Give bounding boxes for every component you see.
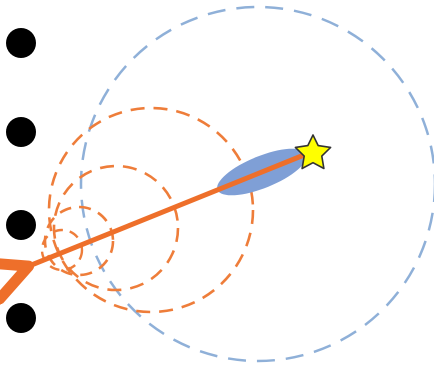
large-dashed-circle — [79, 5, 434, 363]
orange-dashed-circles — [40, 106, 255, 314]
orange-circle-4 — [40, 228, 84, 272]
orange-circle-1 — [47, 106, 255, 314]
orange-circle-2 — [52, 164, 180, 292]
left-dots — [6, 28, 36, 333]
star-icon — [294, 134, 332, 170]
dot-1 — [6, 28, 36, 58]
orange-arrow — [24, 152, 307, 268]
dot-3 — [6, 210, 36, 240]
dot-4 — [6, 303, 36, 333]
dot-2 — [6, 117, 36, 147]
orange-circle-3 — [43, 205, 115, 277]
